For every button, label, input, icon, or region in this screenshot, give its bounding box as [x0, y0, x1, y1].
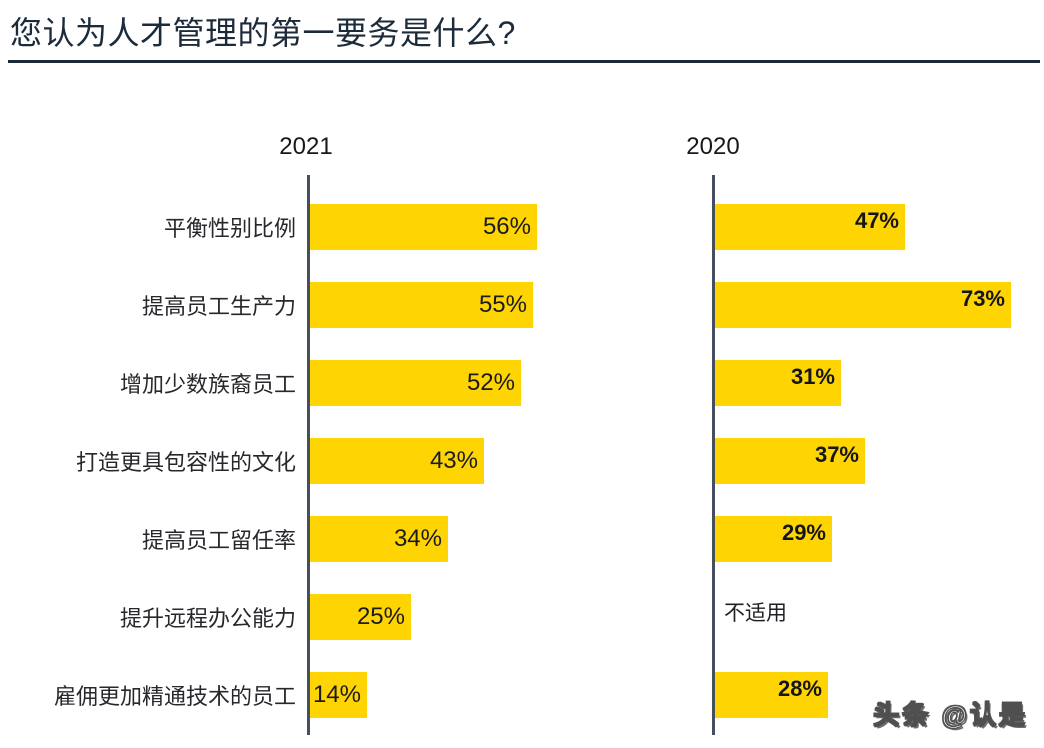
chart-2020-axis — [712, 175, 715, 735]
bar-value-label: 25% — [356, 603, 405, 630]
bar-2021-row-2: 52% — [310, 360, 521, 406]
bar-2021-row-3: 43% — [310, 438, 484, 484]
bar-2021-row-5: 25% — [310, 594, 411, 640]
bar-value-label: 37% — [814, 442, 859, 467]
bar-value-label: 56% — [482, 213, 531, 240]
category-label: 雇佣更加精通技术的员工 — [53, 684, 296, 709]
bar-2020-row-1: 73% — [715, 282, 1011, 328]
bar-value-label: 73% — [960, 286, 1005, 311]
bar-value-label: 28% — [777, 676, 822, 701]
category-label: 提高员工生产力 — [141, 294, 296, 319]
bar-2020-row-0: 47% — [715, 204, 905, 250]
bar-value-label: 43% — [429, 447, 478, 474]
chart-2021-header: 2021 — [279, 133, 333, 160]
bar-value-label: 52% — [466, 369, 515, 396]
bar-2021-row-6: 14% — [310, 672, 367, 718]
na-label: 不适用 — [724, 602, 787, 625]
bar-value-label: 34% — [393, 525, 442, 552]
bar-2020-row-6: 28% — [715, 672, 828, 718]
title-underline — [8, 60, 1040, 63]
bar-2020-row-3: 37% — [715, 438, 865, 484]
page-title: 您认为人才管理的第一要务是什么? — [10, 15, 516, 51]
bar-2021-row-4: 34% — [310, 516, 448, 562]
category-label: 提高员工留任率 — [141, 528, 296, 553]
category-label: 打造更具包容性的文化 — [75, 450, 296, 475]
bar-value-label: 55% — [478, 291, 527, 318]
bar-value-label: 14% — [312, 681, 361, 708]
category-label: 平衡性别比例 — [163, 216, 296, 241]
chart-2021-axis — [307, 175, 310, 735]
category-label: 增加少数族裔员工 — [119, 372, 296, 397]
bar-value-label: 29% — [781, 520, 826, 545]
bar-2021-row-0: 56% — [310, 204, 537, 250]
chart-2020-header: 2020 — [686, 133, 740, 160]
bar-2020-row-2: 31% — [715, 360, 841, 406]
bar-2020-row-4: 29% — [715, 516, 832, 562]
bar-value-label: 47% — [854, 208, 899, 233]
category-label: 提升远程办公能力 — [119, 606, 296, 631]
toutiao-watermark: 头条 @认是 — [873, 699, 1028, 730]
bar-value-label: 31% — [790, 364, 835, 389]
bar-2021-row-1: 55% — [310, 282, 533, 328]
